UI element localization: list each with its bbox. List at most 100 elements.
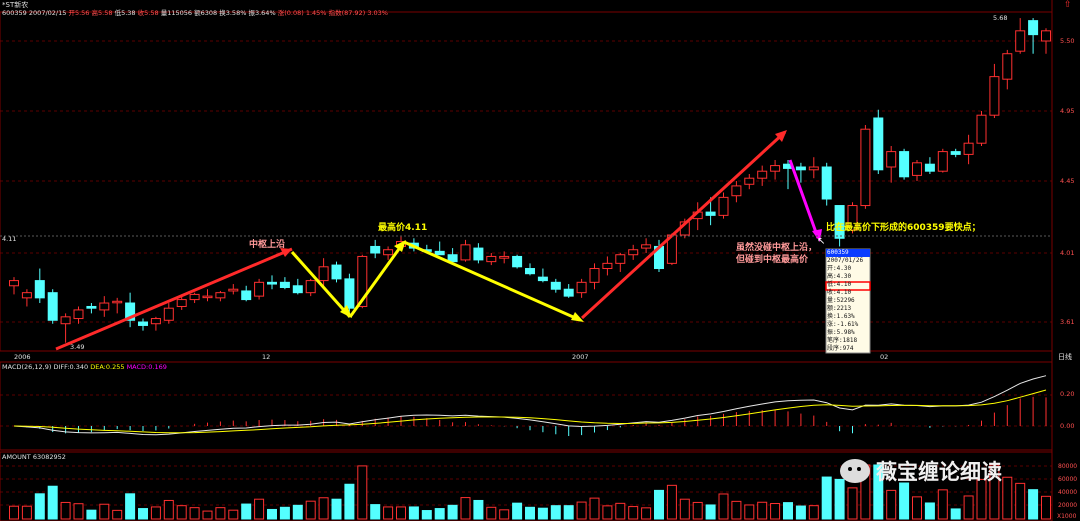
candle-body xyxy=(795,166,806,171)
candle-body xyxy=(318,266,329,282)
stock-title: *ST新农 xyxy=(2,1,29,9)
candle-body xyxy=(447,254,458,263)
red-up-stroke-2 xyxy=(580,130,787,320)
tooltip-row: 振:5.98% xyxy=(827,329,855,336)
amount-bar xyxy=(279,506,290,520)
candles xyxy=(9,18,1051,343)
amount-bar xyxy=(150,506,161,520)
amount-bar xyxy=(460,497,471,520)
yellow-down-stroke-1 xyxy=(290,251,352,318)
amount-bar xyxy=(615,502,626,520)
quote-high: 高5.58 xyxy=(91,9,113,17)
red-arrow-head-1 xyxy=(280,248,292,257)
amount-bar xyxy=(989,464,1000,520)
candle-body xyxy=(112,300,123,304)
quote-low: 低5.38 xyxy=(114,9,136,17)
amount-bar xyxy=(924,502,935,520)
price-tick: 5.50 xyxy=(1060,37,1075,45)
quote-open: 开5.56 xyxy=(68,9,90,17)
amount-bar xyxy=(731,500,742,520)
tooltip-row: 量:52296 xyxy=(827,297,855,304)
candle-body xyxy=(86,305,97,309)
candle-body xyxy=(1002,53,1013,80)
amount-bars xyxy=(9,464,1051,520)
yellow-up-stroke xyxy=(348,241,406,318)
candle-body xyxy=(576,281,587,294)
candle-body xyxy=(331,264,342,280)
amount-bar xyxy=(447,504,458,520)
amount-bar xyxy=(744,504,755,520)
amount-bar xyxy=(473,499,484,520)
amount-bar xyxy=(396,506,406,520)
amount-bar xyxy=(163,499,174,520)
tooltip-row: 换:1.63% xyxy=(827,313,855,320)
amount-bar xyxy=(847,487,858,520)
candle-body xyxy=(241,290,252,301)
price-tick: 3.61 xyxy=(1060,318,1075,326)
price-tick: 4.95 xyxy=(1060,107,1075,115)
scroll-up-icon[interactable]: ⇧ xyxy=(1064,0,1072,10)
tooltip-row: 高:4.30 xyxy=(827,273,852,280)
macd-series xyxy=(13,375,1047,437)
quote-amplitude: 振3.64% xyxy=(248,9,276,17)
low-price-label: 3.49 xyxy=(70,343,85,351)
wechat-icon xyxy=(840,459,870,483)
candle-body xyxy=(305,280,316,294)
candle-body xyxy=(473,247,484,261)
candle-body xyxy=(950,151,961,155)
candle-body xyxy=(383,249,394,256)
amount-bar xyxy=(679,498,690,520)
candle-body xyxy=(189,293,200,301)
candle-body xyxy=(989,76,1000,116)
candle-body xyxy=(873,117,884,171)
amount-bar xyxy=(215,507,226,520)
date-label: 12 xyxy=(262,353,271,361)
amount-bar xyxy=(254,498,265,520)
candle-body xyxy=(563,288,574,297)
candle-body xyxy=(550,281,561,290)
amount-bar xyxy=(912,496,922,520)
amount-bar xyxy=(525,506,535,520)
amount-tick: 80000 xyxy=(1058,463,1078,470)
macd-label: MACD(26,12,9) xyxy=(2,363,52,371)
amount-bar xyxy=(421,510,432,520)
amount-bar xyxy=(21,505,32,520)
candle-body xyxy=(215,292,226,299)
quote-close: 收5.58 xyxy=(137,9,159,17)
candle-body xyxy=(1028,20,1039,36)
candle-body xyxy=(744,177,755,185)
candle-body xyxy=(176,299,187,307)
amount-bar xyxy=(267,508,277,520)
watermark: 薇宝缠论细读 xyxy=(840,456,1002,486)
candle-body xyxy=(757,170,768,179)
amount-bar xyxy=(602,505,613,520)
analysis-strokes xyxy=(0,130,1052,351)
amount-bar xyxy=(86,509,97,520)
candle-body xyxy=(279,281,290,289)
macd-dea: DEA:0.255 xyxy=(90,363,125,371)
period-label[interactable]: 日线 xyxy=(1058,353,1072,361)
amount-bar xyxy=(318,497,329,520)
candle-body xyxy=(525,268,535,275)
amount-bar xyxy=(718,493,729,520)
annotation-highest: 最高价4.11 xyxy=(378,223,428,233)
annotation-touch-1: 虽然没碰中枢上沿， xyxy=(736,243,818,253)
amount-bar xyxy=(937,489,948,520)
candle-body xyxy=(705,211,716,216)
amount-bar xyxy=(357,465,368,520)
candle-body xyxy=(357,255,368,307)
candle-body xyxy=(1015,30,1026,52)
amount-bar xyxy=(189,507,200,520)
price-tick: 4.45 xyxy=(1060,177,1075,185)
candle-body xyxy=(770,165,781,172)
amount-bar xyxy=(1002,476,1013,520)
quote-volume: 量115056 xyxy=(160,9,193,17)
candle-body xyxy=(899,151,910,178)
amount-bar xyxy=(486,506,497,520)
date-label: 02 xyxy=(880,353,889,361)
amount-bar xyxy=(9,505,19,520)
tooltip-bg xyxy=(825,248,871,354)
quote-change: 涨(0.08) xyxy=(277,9,304,17)
candle-body xyxy=(718,196,729,216)
amount-bar xyxy=(1015,482,1026,520)
